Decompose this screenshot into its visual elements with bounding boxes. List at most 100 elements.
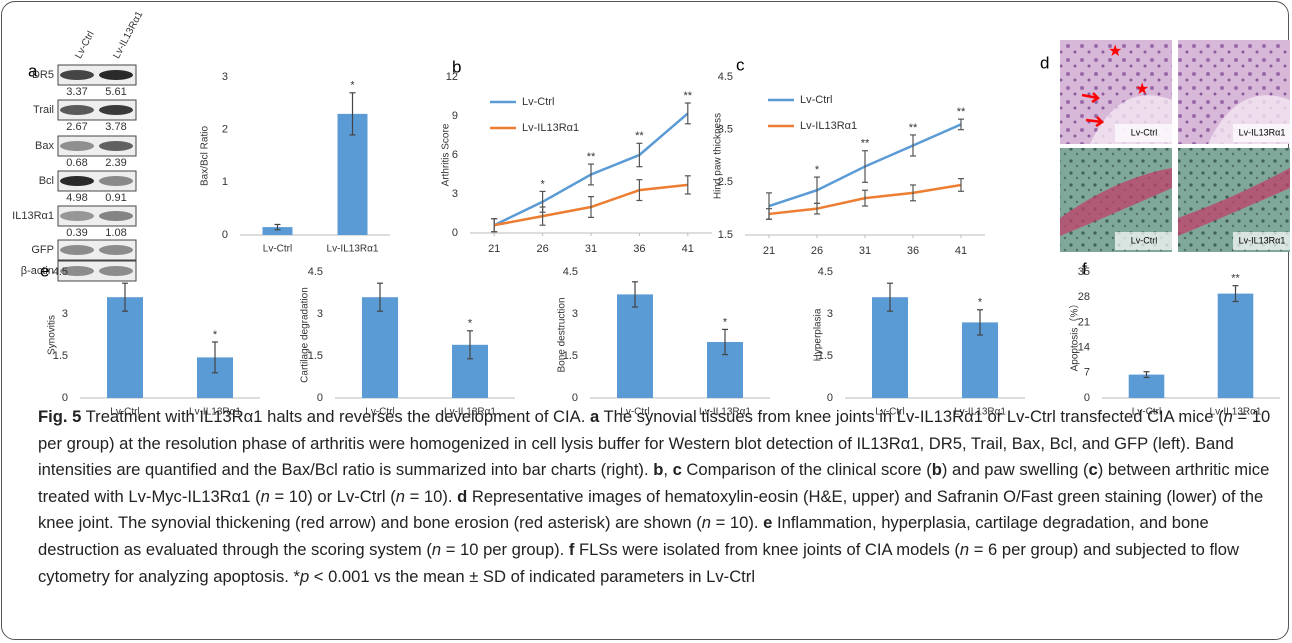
y-tick-label: 0 (827, 392, 833, 404)
y-tick-label: 35 (1078, 266, 1090, 278)
x-tick-label: 26 (536, 243, 548, 255)
band (99, 176, 133, 186)
y-tick-label: 3 (222, 71, 228, 83)
caption-run: Fig. 5 (38, 407, 81, 426)
y-tick-label: 2.5 (718, 176, 733, 188)
band (60, 211, 94, 221)
significance: * (213, 329, 218, 341)
x-tick-label: Lv-Ctrl (263, 244, 292, 255)
y-tick-label: 4.5 (563, 266, 578, 278)
y-tick-label: 3 (572, 308, 578, 320)
legend-label: Lv-Ctrl (800, 94, 832, 106)
band (60, 70, 94, 80)
y-tick-label: 1.5 (718, 229, 733, 241)
y-tick-label: 0 (317, 392, 323, 404)
y-tick-label: 12 (446, 71, 458, 83)
band-intensity: 0.39 (66, 227, 87, 239)
row-name: IL13Rα1 (12, 210, 54, 222)
y-tick-label: 3 (317, 308, 323, 320)
caption-run: ) and paw swelling ( (942, 460, 1089, 479)
x-tick-label: 31 (859, 245, 871, 257)
panel-label: d (1040, 53, 1049, 72)
y-tick-label: 4.5 (53, 266, 68, 278)
y-axis-label: Apoptosis（%） (1069, 299, 1081, 372)
caption-run: n (702, 513, 711, 532)
y-tick-label: 7 (1084, 367, 1090, 379)
legend-label: Lv-Ctrl (522, 96, 554, 108)
significance: * (978, 297, 983, 309)
x-tick-label: 36 (907, 245, 919, 257)
y-tick-label: 1.5 (563, 350, 578, 362)
band (99, 105, 133, 115)
y-tick-label: 0 (572, 392, 578, 404)
caption-run: n (432, 540, 441, 559)
column-header: Lv-Ctrl (73, 29, 97, 60)
x-tick-label: 31 (585, 243, 597, 255)
band (60, 176, 94, 186)
caption-run: n (261, 487, 270, 506)
band (60, 245, 94, 255)
significance: * (815, 164, 820, 176)
caption-run: p (300, 567, 309, 586)
significance: * (468, 318, 473, 330)
y-tick-label: 0 (62, 392, 68, 404)
y-tick-label: 4.5 (818, 266, 833, 278)
y-tick-label: 9 (452, 110, 458, 122)
bar (107, 297, 143, 398)
figure-page: aLv-CtrlLv-IL13Rα1DR53.375.61Trail2.673.… (0, 0, 1292, 643)
y-tick-label: 28 (1078, 291, 1090, 303)
caption-run: n (396, 487, 405, 506)
caption-run: n (1224, 407, 1233, 426)
caption-run: c (1089, 460, 1098, 479)
row-name: Bax (35, 140, 54, 152)
caption-run: b (653, 460, 663, 479)
y-tick-label: 1.5 (308, 350, 323, 362)
panel-label: c (736, 55, 745, 74)
row-name: Bcl (39, 175, 54, 187)
band-intensity: 1.08 (105, 227, 126, 239)
significance: * (540, 178, 545, 190)
y-tick-label: 1 (222, 176, 228, 188)
caption-run: The synovial tissues from knee joints in… (599, 407, 1223, 426)
column-header: Lv-IL13Rα1 (111, 9, 145, 60)
y-axis-label: Bax/Bcl Ratio (200, 126, 211, 186)
caption-run: d (457, 487, 467, 506)
band-intensity: 0.91 (105, 192, 126, 204)
y-tick-label: 0 (1084, 392, 1090, 404)
y-tick-label: 4.5 (718, 71, 733, 83)
x-tick-label: 26 (811, 245, 823, 257)
significance: * (723, 316, 728, 328)
x-tick-label: 41 (955, 245, 967, 257)
image-label: Lv-Ctrl (1131, 235, 1158, 245)
caption-run: a (590, 407, 599, 426)
band (60, 105, 94, 115)
caption-run: Comparison of the clinical score ( (682, 460, 932, 479)
band-intensity: 2.67 (66, 121, 87, 133)
significance: * (350, 80, 355, 92)
caption-run: Treatment with IL13Rα1 halts and reverse… (81, 407, 590, 426)
significance: ** (1231, 273, 1240, 285)
bar (1218, 294, 1254, 398)
significance: ** (635, 130, 644, 142)
band (99, 211, 133, 221)
image-label: Lv-IL13Rα1 (1239, 127, 1286, 137)
significance: ** (909, 122, 918, 134)
x-tick-label: 36 (633, 243, 645, 255)
row-name: GFP (31, 244, 54, 256)
band-intensity: 3.78 (105, 121, 126, 133)
caption-run: = 10 per group). (441, 540, 569, 559)
significance: ** (684, 90, 693, 102)
caption-run: < 0.001 vs the mean ± SD of indicated pa… (309, 567, 755, 586)
significance: ** (957, 106, 966, 118)
y-tick-label: 3 (827, 308, 833, 320)
y-tick-label: 2 (222, 124, 228, 136)
y-tick-label: 1.5 (818, 350, 833, 362)
band (99, 141, 133, 151)
y-tick-label: 0 (452, 227, 458, 239)
caption-run: e (763, 513, 772, 532)
caption-run: FLSs were isolated from knee joints of C… (574, 540, 960, 559)
y-tick-label: 3 (62, 308, 68, 320)
band-intensity: 0.68 (66, 157, 87, 169)
row-name: DR5 (32, 69, 54, 81)
y-tick-label: 14 (1078, 342, 1090, 354)
